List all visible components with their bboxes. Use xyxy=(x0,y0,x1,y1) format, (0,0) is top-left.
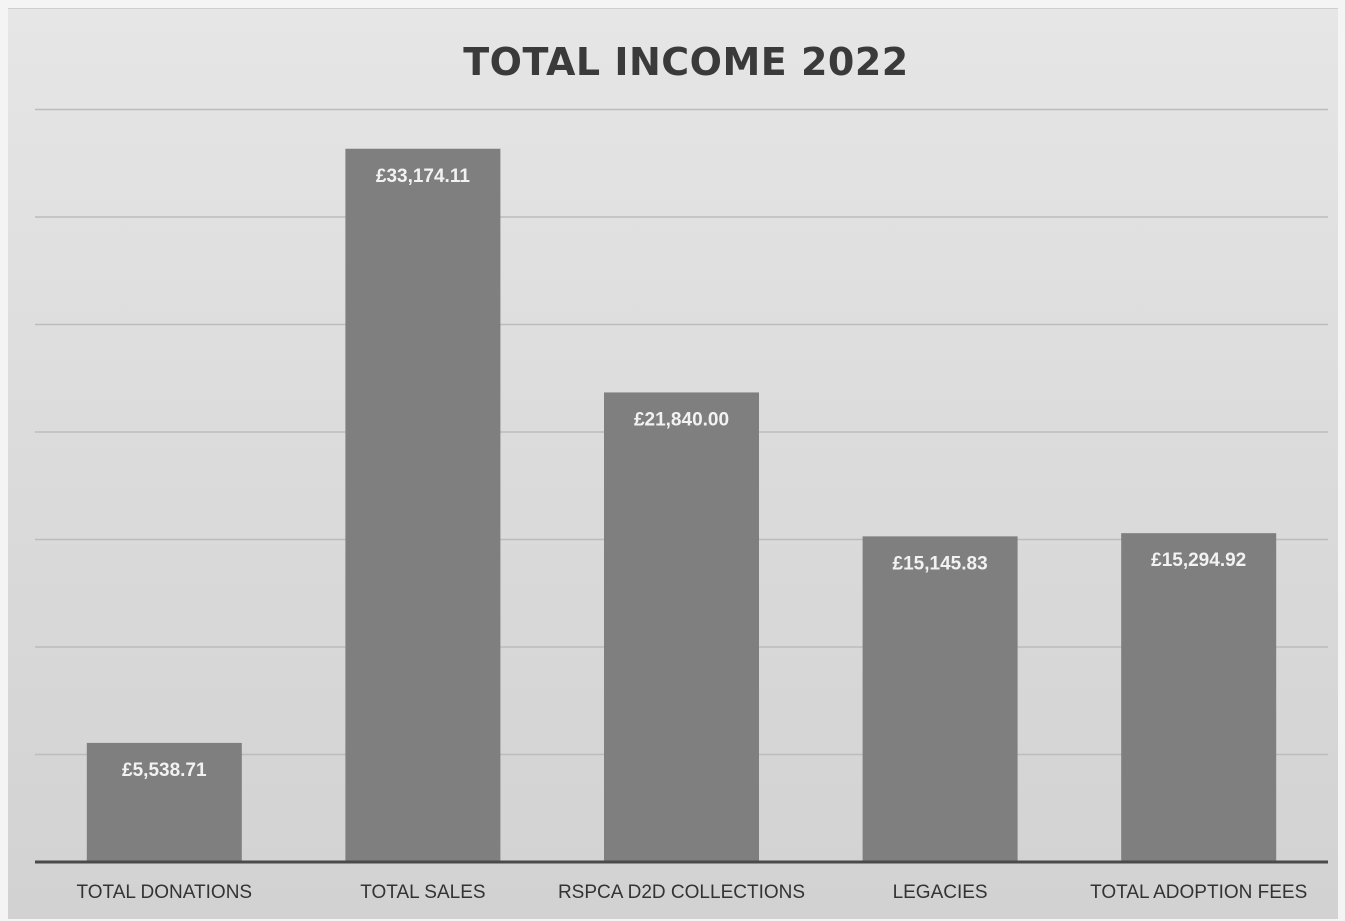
bars xyxy=(86,148,1277,862)
bar xyxy=(345,148,501,862)
bar xyxy=(604,392,759,862)
bar-value-label: £21,840.00 xyxy=(634,409,729,430)
data-labels: £5,538.71 £33,174.11 £21,840.00 £15,145.83 £… xyxy=(122,166,1246,781)
x-axis-tick-label: RSPCA D2D COLLECTIONS xyxy=(558,882,805,903)
x-axis-tick-label: TOTAL ADOPTION FEES xyxy=(1090,882,1307,903)
bar xyxy=(86,742,242,862)
x-axis-tick-labels: TOTAL DONATIONS TOTAL SALES RSPCA D2D COLL… xyxy=(77,882,1308,903)
bar-value-label: £15,145.83 xyxy=(893,553,988,574)
bar-value-label: £33,174.11 xyxy=(376,166,470,187)
gridlines xyxy=(35,108,1328,756)
bar-value-label: £5,538.71 xyxy=(122,760,207,781)
x-axis-tick-label: LEGACIES xyxy=(893,882,988,903)
x-axis-tick-label: TOTAL DONATIONS xyxy=(77,882,253,903)
bar xyxy=(862,536,1018,862)
bar-value-label: £15,294.92 xyxy=(1151,550,1246,571)
chart-title: TOTAL INCOME 2022 xyxy=(463,40,908,84)
bar xyxy=(1121,533,1277,862)
x-axis-tick-label: TOTAL SALES xyxy=(360,882,485,903)
